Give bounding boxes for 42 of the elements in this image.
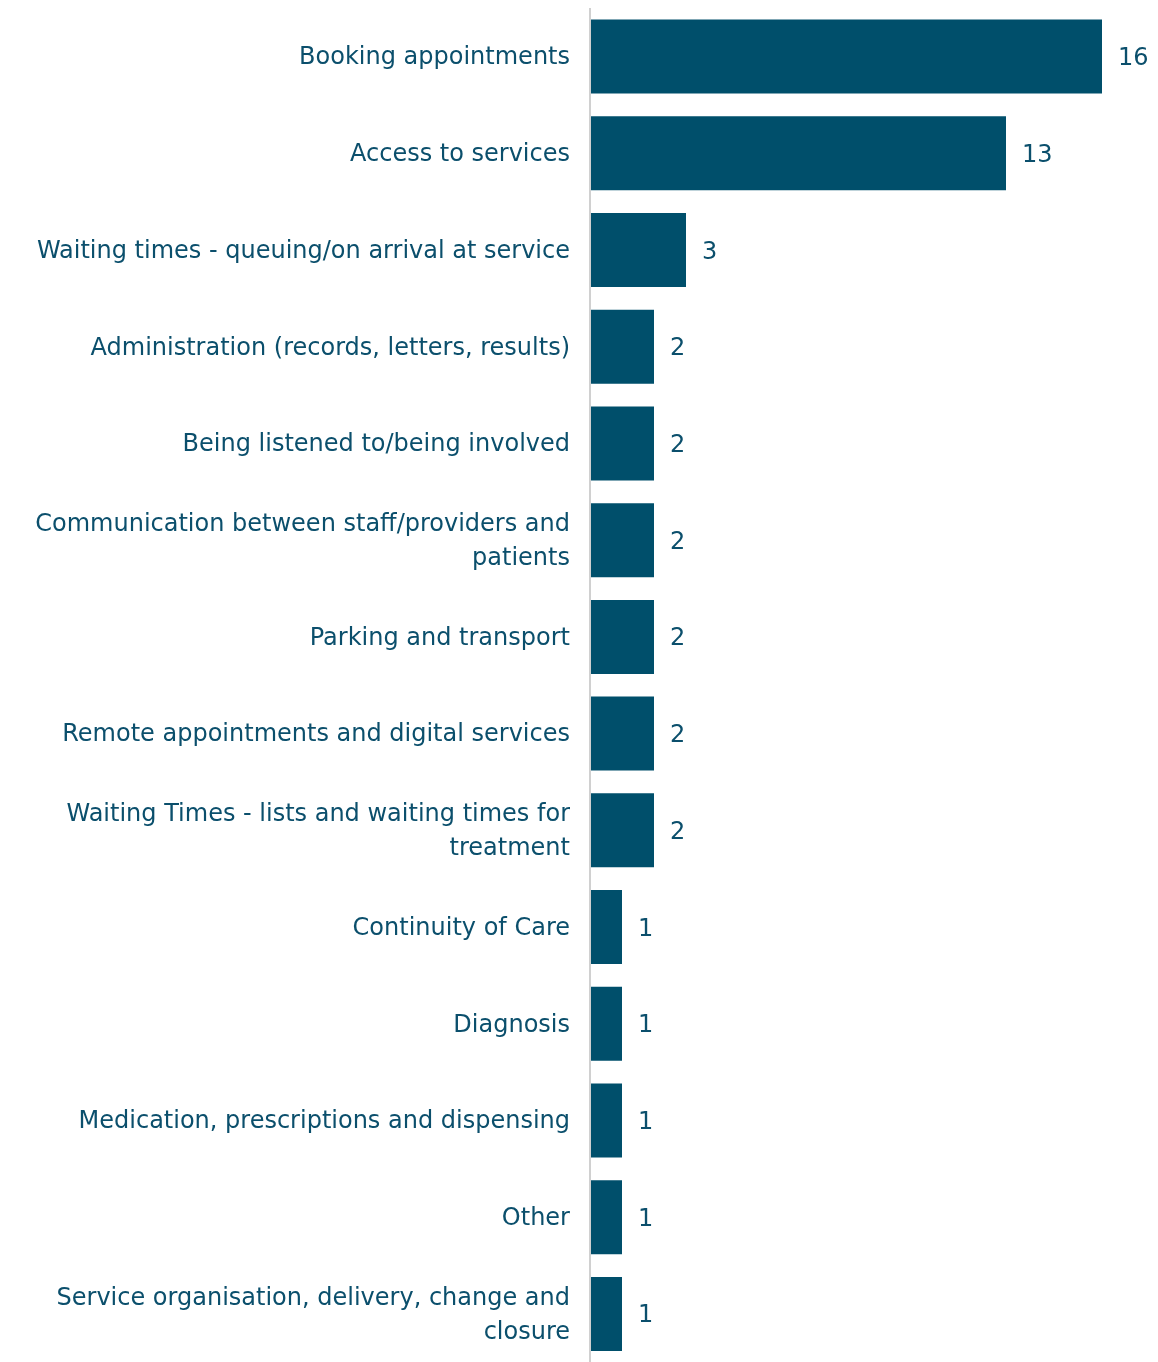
data-label: 2	[670, 429, 686, 458]
data-label: 1	[638, 1300, 654, 1329]
data-label: 1	[638, 1203, 654, 1232]
data-label: 1	[638, 913, 654, 942]
y-tick-label: Diagnosis	[453, 1008, 570, 1040]
y-tick-label: Service organisation, delivery, change and closure	[55, 1281, 570, 1347]
y-tick-label: Medication, prescriptions and dispensing	[78, 1105, 570, 1137]
y-tick-label: Waiting Times - lists and waiting times for treatment	[65, 798, 570, 864]
data-label: 13	[1022, 139, 1053, 168]
y-tick-label: Access to services	[350, 138, 570, 170]
data-label: 16	[1118, 43, 1149, 72]
data-label: 2	[670, 333, 686, 362]
bar	[590, 890, 622, 965]
y-tick-label: Communication between staff/providers and patients	[34, 507, 570, 573]
bar	[590, 696, 654, 771]
y-tick-label: Waiting times - queuing/on arrival at service	[36, 234, 570, 266]
bar	[590, 309, 654, 384]
bar	[590, 116, 1006, 191]
y-tick-label: Remote appointments and digital services	[62, 718, 570, 750]
y-tick-label: Being listened to/being involved	[182, 428, 570, 460]
data-label: 3	[702, 236, 718, 265]
y-tick-label: Continuity of Care	[352, 911, 570, 943]
data-label: 1	[638, 1106, 654, 1135]
data-label: 2	[670, 623, 686, 652]
bar	[590, 599, 654, 674]
y-tick-label: Booking appointments	[299, 41, 570, 73]
bar	[590, 1276, 622, 1351]
bar	[590, 793, 654, 868]
y-tick-label: Parking and transport	[309, 621, 570, 653]
bar	[590, 213, 686, 288]
data-label: 1	[638, 1010, 654, 1039]
y-tick-label: Other	[501, 1201, 570, 1233]
data-label: 2	[670, 526, 686, 555]
bar	[590, 986, 622, 1061]
data-label: 2	[670, 720, 686, 749]
y-tick-label: Administration (records, letters, results)	[90, 331, 570, 363]
data-label: 2	[670, 816, 686, 845]
bar	[590, 406, 654, 481]
bar	[590, 1083, 622, 1158]
bar	[590, 1180, 622, 1255]
bar	[590, 503, 654, 578]
bar	[590, 19, 1102, 94]
